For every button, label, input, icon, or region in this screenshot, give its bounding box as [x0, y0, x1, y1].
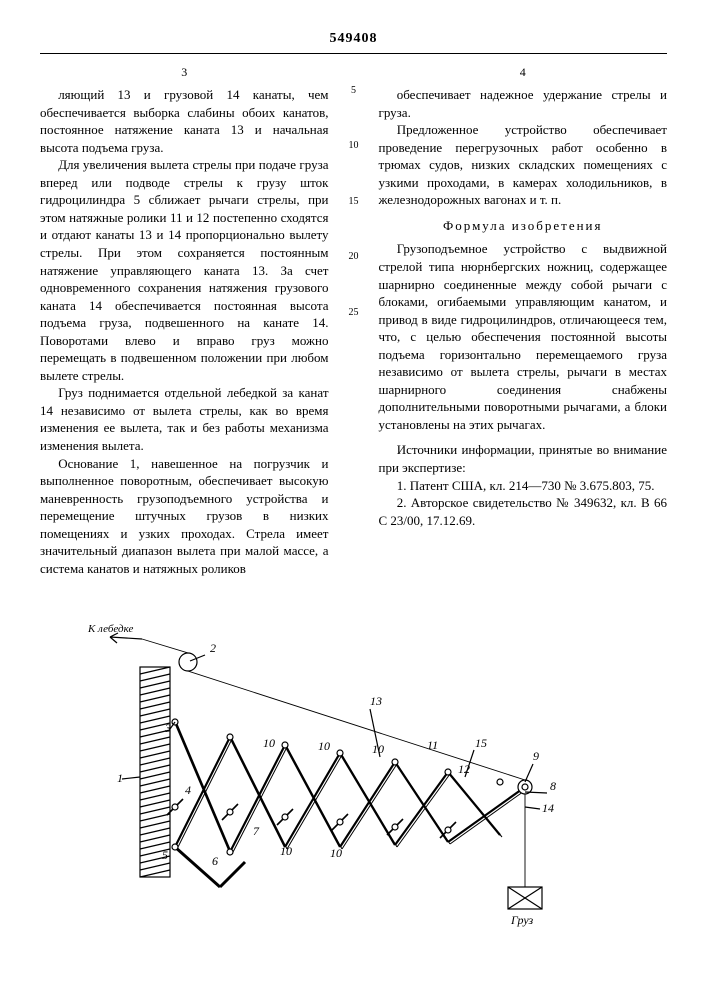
body-paragraph: обеспечивает надежное удержание стрелы и… — [379, 86, 668, 121]
formula-title: Формула изобретения — [379, 217, 668, 235]
sources-title: Источники информации, принятые во вниман… — [379, 441, 668, 476]
svg-text:4: 4 — [185, 783, 191, 797]
svg-text:9: 9 — [533, 749, 539, 763]
patent-figure: К лебедкеГруз123456710101010101311121598… — [70, 597, 637, 937]
left-column-number: 3 — [40, 64, 329, 80]
svg-text:2: 2 — [210, 641, 216, 655]
body-paragraph: ляющий 13 и грузовой 14 канаты, чем обес… — [40, 86, 329, 156]
formula-text: Грузоподъемное устройство с выдвижной ст… — [379, 240, 668, 433]
line-number: 10 — [349, 139, 359, 153]
body-paragraph: Предложенное устройство обеспечивает про… — [379, 121, 668, 209]
right-column: 4 обеспечивает надежное удержание стрелы… — [379, 64, 668, 578]
line-number: 5 — [351, 84, 356, 98]
body-paragraph: Груз поднимается отдельной лебедкой за к… — [40, 384, 329, 454]
svg-text:10: 10 — [263, 736, 275, 750]
svg-text:15: 15 — [475, 736, 487, 750]
svg-text:1: 1 — [117, 771, 123, 785]
line-number: 20 — [349, 250, 359, 264]
svg-text:14: 14 — [542, 801, 554, 815]
right-column-number: 4 — [379, 64, 668, 80]
patent-number: 549408 — [40, 30, 667, 49]
svg-text:13: 13 — [370, 694, 382, 708]
line-number: 15 — [349, 195, 359, 209]
svg-text:7: 7 — [253, 824, 260, 838]
body-paragraph: Для увеличения вылета стрелы при подаче … — [40, 156, 329, 384]
svg-text:10: 10 — [330, 846, 342, 860]
source-item: 2. Авторское свидетельство № 349632, кл.… — [379, 494, 668, 529]
left-column: 3 ляющий 13 и грузовой 14 канаты, чем об… — [40, 64, 329, 578]
svg-text:6: 6 — [212, 854, 218, 868]
svg-text:10: 10 — [318, 739, 330, 753]
line-number-gutter: 5 10 15 20 25 — [347, 64, 361, 578]
header-rule — [40, 53, 667, 54]
svg-text:5: 5 — [162, 848, 168, 862]
svg-text:8: 8 — [550, 779, 556, 793]
svg-text:Груз: Груз — [510, 913, 534, 927]
svg-text:3: 3 — [164, 721, 171, 735]
text-columns: 3 ляющий 13 и грузовой 14 канаты, чем об… — [40, 64, 667, 578]
svg-text:К лебедке: К лебедке — [87, 623, 133, 635]
svg-text:10: 10 — [280, 844, 292, 858]
svg-text:11: 11 — [427, 738, 438, 752]
source-item: 1. Патент США, кл. 214—730 № 3.675.803, … — [379, 477, 668, 495]
body-paragraph: Основание 1, навешенное на погрузчик и в… — [40, 455, 329, 578]
line-number: 25 — [349, 306, 359, 320]
